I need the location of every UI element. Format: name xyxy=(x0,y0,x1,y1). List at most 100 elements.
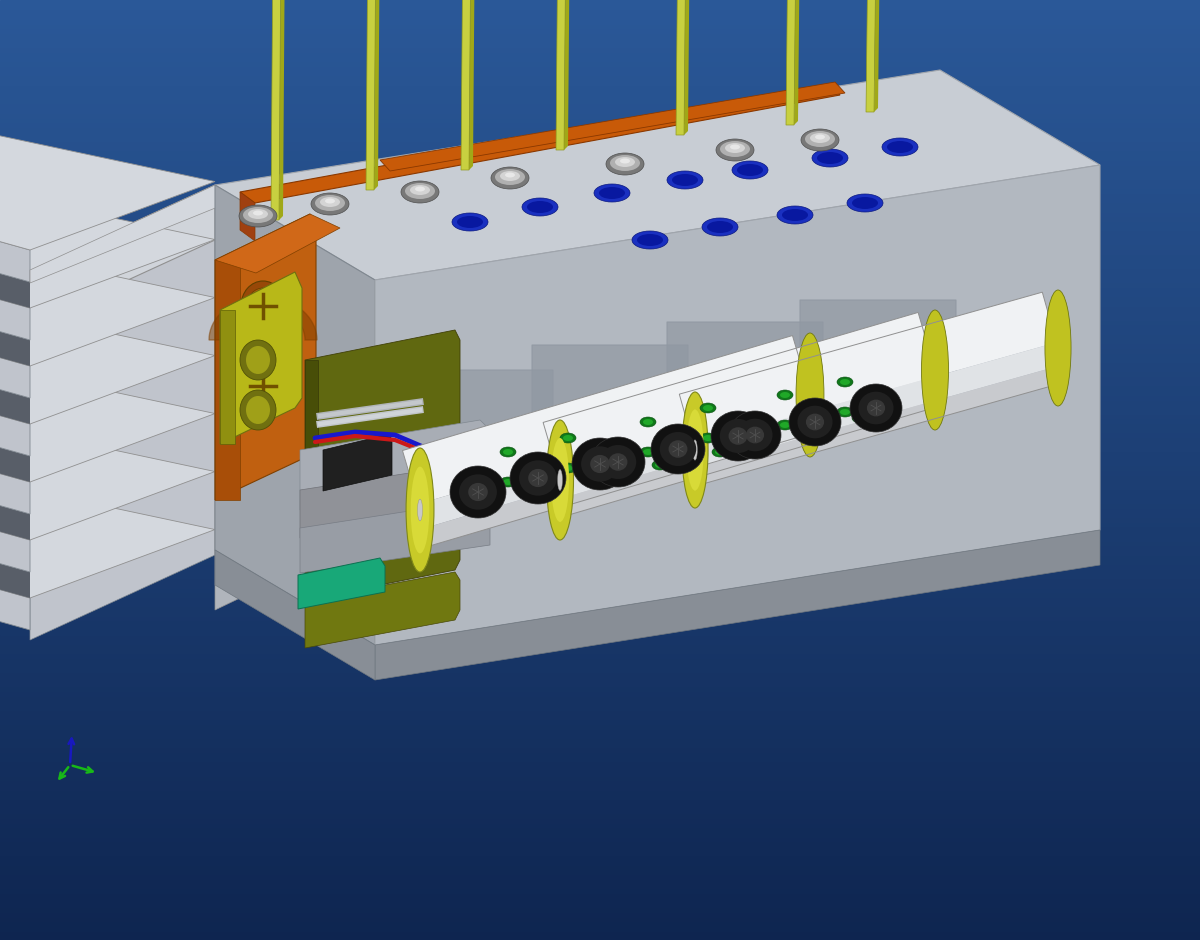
Bar xyxy=(0,564,1200,569)
Bar xyxy=(0,258,1200,263)
Bar xyxy=(0,338,1200,343)
Bar xyxy=(0,348,1200,352)
Bar xyxy=(0,841,1200,846)
Polygon shape xyxy=(305,360,318,600)
Ellipse shape xyxy=(730,411,781,459)
Bar xyxy=(0,456,1200,461)
Ellipse shape xyxy=(500,171,520,181)
Bar xyxy=(0,526,1200,531)
Bar xyxy=(0,884,1200,888)
Bar xyxy=(0,785,1200,790)
Bar xyxy=(0,103,1200,108)
Ellipse shape xyxy=(558,469,563,491)
Bar xyxy=(0,38,1200,42)
Polygon shape xyxy=(397,370,553,500)
Bar xyxy=(0,738,1200,743)
Bar xyxy=(0,625,1200,630)
Bar xyxy=(0,837,1200,841)
Polygon shape xyxy=(215,260,240,500)
Bar xyxy=(0,870,1200,874)
Ellipse shape xyxy=(796,429,805,435)
Polygon shape xyxy=(684,0,690,135)
Polygon shape xyxy=(215,185,374,645)
Bar xyxy=(0,85,1200,89)
Bar xyxy=(0,696,1200,700)
Bar xyxy=(0,931,1200,935)
Ellipse shape xyxy=(246,346,270,374)
Polygon shape xyxy=(874,0,880,112)
Bar xyxy=(0,719,1200,724)
Bar xyxy=(0,705,1200,710)
Bar xyxy=(0,865,1200,870)
Polygon shape xyxy=(323,434,392,491)
Ellipse shape xyxy=(782,209,808,221)
Ellipse shape xyxy=(672,174,698,186)
Bar xyxy=(0,921,1200,926)
Bar xyxy=(0,113,1200,118)
Ellipse shape xyxy=(812,149,848,167)
Bar xyxy=(0,790,1200,794)
Ellipse shape xyxy=(778,390,793,400)
Polygon shape xyxy=(271,0,281,220)
Bar xyxy=(0,381,1200,385)
Bar xyxy=(0,376,1200,381)
Bar xyxy=(0,42,1200,47)
Ellipse shape xyxy=(551,438,569,522)
Ellipse shape xyxy=(418,499,422,521)
Bar xyxy=(0,160,1200,164)
Bar xyxy=(0,630,1200,635)
Ellipse shape xyxy=(700,403,716,413)
Bar xyxy=(0,658,1200,663)
Bar xyxy=(0,503,1200,508)
Bar xyxy=(0,263,1200,268)
Polygon shape xyxy=(794,0,800,125)
Bar xyxy=(0,710,1200,714)
Ellipse shape xyxy=(838,377,853,387)
Ellipse shape xyxy=(655,462,665,468)
Bar xyxy=(0,691,1200,696)
Polygon shape xyxy=(0,572,30,630)
Bar xyxy=(0,188,1200,193)
Ellipse shape xyxy=(802,129,839,151)
Bar xyxy=(0,212,1200,216)
Bar xyxy=(0,602,1200,606)
Bar xyxy=(0,282,1200,287)
Bar xyxy=(0,653,1200,658)
Ellipse shape xyxy=(240,340,276,380)
Polygon shape xyxy=(240,84,840,203)
Ellipse shape xyxy=(452,213,488,231)
Ellipse shape xyxy=(246,396,270,424)
Bar xyxy=(0,634,1200,639)
Bar xyxy=(0,907,1200,912)
Polygon shape xyxy=(240,192,256,241)
Ellipse shape xyxy=(620,159,630,164)
Bar xyxy=(0,179,1200,183)
Bar xyxy=(0,912,1200,916)
Bar xyxy=(0,150,1200,155)
Ellipse shape xyxy=(882,138,918,156)
Polygon shape xyxy=(0,373,30,424)
Ellipse shape xyxy=(668,440,688,458)
Bar xyxy=(0,409,1200,414)
Ellipse shape xyxy=(563,435,574,441)
Ellipse shape xyxy=(852,197,878,209)
Bar xyxy=(0,226,1200,230)
Ellipse shape xyxy=(496,169,526,185)
Bar xyxy=(0,583,1200,588)
Bar xyxy=(0,733,1200,738)
Bar xyxy=(0,620,1200,625)
Ellipse shape xyxy=(546,420,574,540)
Ellipse shape xyxy=(616,157,635,167)
Bar xyxy=(0,244,1200,249)
Ellipse shape xyxy=(606,153,644,175)
Bar xyxy=(0,498,1200,503)
Ellipse shape xyxy=(692,440,697,461)
Ellipse shape xyxy=(253,211,263,215)
Ellipse shape xyxy=(650,424,706,474)
Bar xyxy=(0,221,1200,226)
Bar xyxy=(0,122,1200,127)
Bar xyxy=(0,649,1200,653)
Polygon shape xyxy=(220,272,302,444)
Ellipse shape xyxy=(325,198,335,203)
Bar xyxy=(0,301,1200,306)
